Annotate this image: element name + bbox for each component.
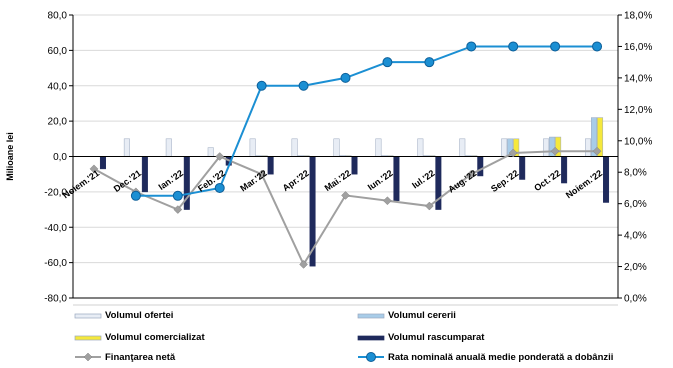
y-tick-label: 60,0 <box>48 46 68 57</box>
lines <box>89 41 603 269</box>
rate-point <box>298 80 309 91</box>
y-tick-label: 0,0 <box>53 152 67 163</box>
bar <box>543 138 550 157</box>
y-tick-label: -60,0 <box>44 258 67 269</box>
category-label: Noiem.'21 <box>61 168 101 200</box>
legend-marker <box>366 352 376 362</box>
rate-point <box>256 80 267 91</box>
y-tick-label: -20,0 <box>44 187 67 198</box>
legend-label: Finanţarea netă <box>105 352 176 363</box>
net-financing-point <box>257 169 267 179</box>
bar <box>123 138 130 157</box>
bar <box>417 138 424 157</box>
rate-point <box>340 72 351 83</box>
category-label: Sep.'22 <box>489 168 520 194</box>
bar <box>393 156 400 201</box>
rate-point <box>214 182 225 193</box>
bar <box>501 138 508 157</box>
legend: Volumul ofertei Volumul cererii Volumul co… <box>73 304 618 363</box>
bar <box>249 138 256 157</box>
y-tick-label: -40,0 <box>44 223 67 234</box>
y2-tick-label: 14,0% <box>624 73 652 84</box>
net-financing-point <box>550 146 560 156</box>
net-financing-point <box>424 201 434 211</box>
rate-point <box>130 190 141 201</box>
y2-tick-label: 8,0% <box>624 168 647 179</box>
bars <box>99 117 610 267</box>
y-tick-label: 80,0 <box>48 11 68 22</box>
rate-point <box>382 57 393 68</box>
legend-swatch <box>357 335 385 341</box>
y-axis-label: Milioane lei <box>5 132 15 181</box>
bar <box>603 156 610 203</box>
category-label: Oct.'22 <box>532 168 562 193</box>
bar <box>351 156 358 175</box>
rate-point <box>592 41 603 52</box>
rate-point <box>550 41 561 52</box>
category-label: Iul.'22 <box>410 168 436 191</box>
net-financing-point <box>341 191 350 200</box>
category-label: Ian.'22 <box>157 168 185 192</box>
bar <box>99 156 106 170</box>
bar <box>267 156 274 175</box>
category-label: Aug.'22 <box>446 168 478 195</box>
y2-tick-label: 16,0% <box>624 42 652 53</box>
legend-label: Volumul cererii <box>388 310 456 321</box>
y2-tick-label: 4,0% <box>624 231 647 242</box>
rate-point <box>172 190 183 201</box>
legend-label: Volumul rascumparat <box>388 332 485 343</box>
bar <box>561 156 568 184</box>
bar <box>207 147 214 157</box>
legend-swatch <box>74 313 102 319</box>
legend-label: Rata nominală anuală medie ponderată a d… <box>388 352 613 363</box>
bar <box>459 138 466 157</box>
bar <box>375 138 382 157</box>
rate-point <box>508 41 519 52</box>
net-financing-point <box>592 146 602 156</box>
bar <box>477 156 484 177</box>
net-financing-point <box>508 148 518 158</box>
net-financing-point <box>299 260 308 269</box>
y2-axis-ticks: 18,0% 16,0% 14,0% 12,0% 10,0% 8,0% 6,0% 4,0% 2,0… <box>618 11 652 305</box>
net-financing-point <box>383 196 392 206</box>
category-label: Mai.'22 <box>323 168 353 193</box>
legend-swatch <box>74 335 102 341</box>
category-label: Iun.'22 <box>366 168 395 192</box>
net-financing-point <box>173 205 183 214</box>
y2-tick-label: 18,0% <box>624 11 652 22</box>
y-tick-label: 20,0 <box>48 117 68 128</box>
legend-label: Volumul ofertei <box>105 310 173 321</box>
category-label: Apr.'22 <box>281 168 311 193</box>
y2-tick-label: 0,0% <box>624 294 647 305</box>
y2-tick-label: 6,0% <box>624 199 647 210</box>
legend-marker <box>83 352 93 362</box>
bar <box>585 138 592 157</box>
rate-line <box>135 45 598 197</box>
bar <box>165 138 172 157</box>
bar <box>141 156 148 193</box>
rate-point <box>424 57 435 68</box>
y-tick-label: -80,0 <box>44 294 67 305</box>
net-financing-point <box>466 169 476 179</box>
y2-tick-label: 12,0% <box>624 105 652 116</box>
bar <box>291 138 298 157</box>
net-financing-point <box>89 164 99 174</box>
net-financing-point <box>215 152 225 161</box>
legend-label: Volumul comercializat <box>105 332 205 343</box>
y2-tick-label: 10,0% <box>624 136 652 147</box>
category-label: Noiem.'22 <box>564 168 604 200</box>
rate-point <box>466 41 477 52</box>
y-axis-ticks: 80,0 60,0 40,0 20,0 0,0 -20,0 -40,0 -60,0 -80,0 <box>44 11 73 305</box>
y-tick-label: 40,0 <box>48 81 68 92</box>
legend-swatch <box>357 313 385 319</box>
y2-tick-label: 2,0% <box>624 262 647 273</box>
bar <box>333 138 340 157</box>
